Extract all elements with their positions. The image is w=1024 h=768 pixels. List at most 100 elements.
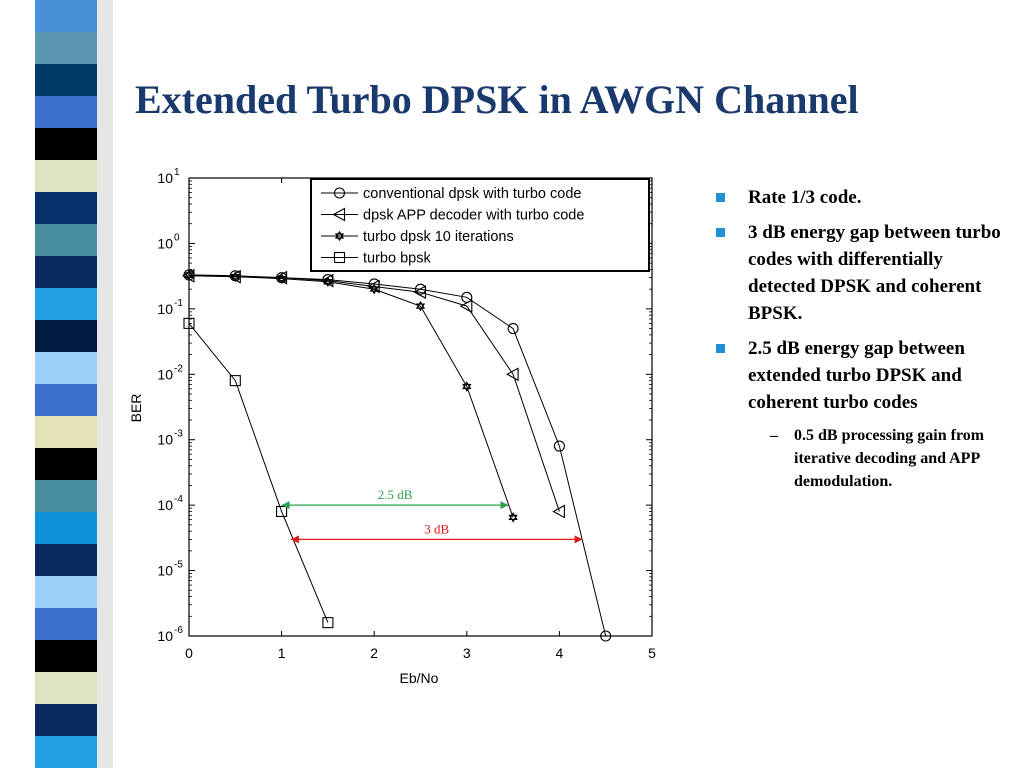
x-axis-label: Eb/No <box>400 670 439 686</box>
stripe-block <box>35 384 97 417</box>
data-point <box>184 269 194 281</box>
stripe-block <box>35 320 97 353</box>
legend-marker <box>332 207 346 222</box>
data-point <box>413 285 427 300</box>
y-tick-exponent: -1 <box>174 298 183 309</box>
series-star <box>184 269 518 523</box>
legend-label: turbo bpsk <box>363 251 431 267</box>
stripe-block <box>35 160 97 193</box>
stripe-block <box>35 32 97 65</box>
y-tick-exponent: -5 <box>174 560 183 571</box>
bullet-item: 2.5 dB energy gap between extended turbo… <box>710 335 1010 416</box>
data-point <box>322 617 334 629</box>
stripe-block <box>35 128 97 161</box>
legend-box <box>310 178 650 272</box>
stripe-block <box>35 224 97 257</box>
sub-bullet-item: –0.5 dB processing gain from iterative d… <box>710 424 1010 493</box>
stripe-block <box>35 416 97 449</box>
x-tick-label: 3 <box>463 645 471 661</box>
y-tick-label: 10 <box>157 235 173 251</box>
stripe-block <box>35 64 97 97</box>
x-tick-label: 4 <box>556 645 564 661</box>
stripe-block <box>35 288 97 321</box>
data-point <box>276 273 287 284</box>
bullet-text: 3 dB energy gap between turbo codes with… <box>748 222 1001 324</box>
square-bullet-icon <box>716 344 725 353</box>
dash-bullet-icon: – <box>770 427 778 444</box>
y-tick-label: 10 <box>157 432 173 448</box>
y-tick-exponent: -4 <box>174 494 183 505</box>
data-point <box>462 381 472 392</box>
bullet-item: Rate 1/3 code. <box>710 184 1010 211</box>
data-point <box>507 323 519 335</box>
stripe-block <box>35 448 97 481</box>
bullet-item: 3 dB energy gap between turbo codes with… <box>710 219 1010 327</box>
x-tick-label: 0 <box>185 645 193 661</box>
arrowhead-right-icon <box>500 501 509 510</box>
series-square <box>183 317 334 629</box>
legend-marker <box>334 230 345 242</box>
arrowhead-left-icon <box>290 535 299 544</box>
stripe-block <box>35 672 97 705</box>
y-tick-exponent: -6 <box>174 625 183 636</box>
data-point <box>369 283 379 295</box>
data-point <box>229 375 241 387</box>
data-point <box>459 299 473 314</box>
stripe-block <box>35 512 97 545</box>
stripe-block <box>35 608 97 641</box>
y-axis-label: BER <box>128 394 144 423</box>
y-tick-label: 10 <box>157 628 173 644</box>
data-point <box>415 300 426 312</box>
x-tick-label: 5 <box>648 645 656 661</box>
legend-label: dpsk APP decoder with turbo code <box>363 208 584 224</box>
stripe-shadow <box>97 0 113 768</box>
arrowhead-right-icon <box>574 535 583 544</box>
data-point <box>276 505 288 518</box>
chart-legend: conventional dpsk with turbo code dpsk AP… <box>310 178 650 272</box>
gap-label: 2.5 dB <box>378 487 413 502</box>
bullet-list: Rate 1/3 code. 3 dB energy gap between t… <box>710 184 1010 493</box>
stripe-block <box>35 640 97 673</box>
bullet-text: 2.5 dB energy gap between extended turbo… <box>748 338 965 413</box>
data-point <box>600 630 612 642</box>
data-point <box>508 512 518 523</box>
data-point <box>183 317 195 329</box>
bullet-text: Rate 1/3 code. <box>748 187 862 208</box>
stripe-block <box>35 544 97 577</box>
y-tick-label: 10 <box>157 366 173 382</box>
square-bullet-icon <box>716 193 725 202</box>
y-tick-exponent: 1 <box>174 167 180 178</box>
stripe-block <box>35 192 97 225</box>
stripe-block <box>35 0 97 33</box>
y-tick-label: 10 <box>157 301 173 317</box>
data-point <box>552 504 565 519</box>
stripe-block <box>35 576 97 609</box>
y-tick-label: 10 <box>157 497 173 513</box>
y-tick-exponent: 0 <box>174 232 180 243</box>
series-line <box>188 274 514 518</box>
y-tick-label: 10 <box>157 563 173 579</box>
legend-label: conventional dpsk with turbo code <box>363 186 581 202</box>
stripe-block <box>35 256 97 289</box>
data-point <box>230 271 240 283</box>
data-point <box>553 440 565 452</box>
sub-bullet-text: 0.5 dB processing gain from iterative de… <box>794 427 985 490</box>
x-tick-label: 2 <box>370 645 378 661</box>
stripe-block <box>35 704 97 737</box>
data-point <box>505 367 519 382</box>
legend-marker <box>333 251 346 264</box>
stripe-block <box>35 96 97 129</box>
stripe-block <box>35 352 97 385</box>
x-tick-label: 1 <box>278 645 286 661</box>
data-point <box>323 276 333 288</box>
square-bullet-icon <box>716 228 725 237</box>
slide-title: Extended Turbo DPSK in AWGN Channel <box>135 77 859 122</box>
series-line <box>188 323 329 623</box>
y-tick-exponent: -2 <box>174 363 183 374</box>
y-tick-exponent: -3 <box>174 429 183 440</box>
y-tick-label: 10 <box>157 170 173 186</box>
arrowhead-left-icon <box>281 501 290 510</box>
stripe-block <box>35 736 97 768</box>
legend-marker <box>333 187 346 199</box>
